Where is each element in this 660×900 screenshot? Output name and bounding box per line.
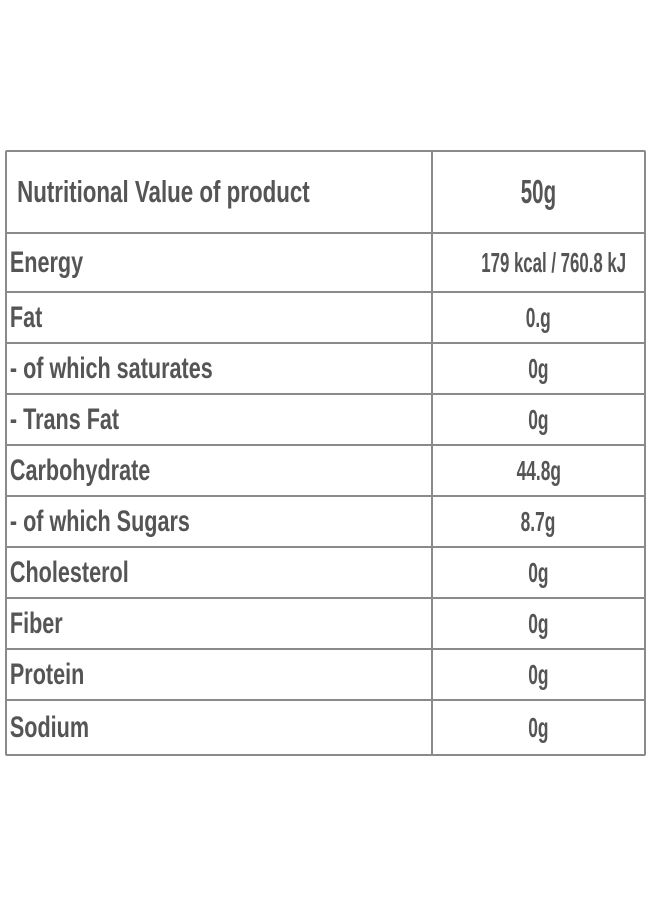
nutrient-value-cell: 0g [431, 699, 644, 754]
nutrient-label-cell: - of which Sugars [7, 495, 433, 548]
nutrient-label: - of which saturates [9, 351, 213, 385]
nutrient-label: Fiber [9, 606, 63, 640]
nutrient-value-cell: 0g [431, 648, 644, 701]
nutrient-value-cell: 179 kcal / 760.8 kJ [431, 232, 644, 293]
nutrient-label-cell: Sodium [7, 699, 433, 754]
header-value: 50g [520, 173, 557, 210]
nutrient-label-cell: Fat [7, 291, 433, 344]
nutrient-value: 0g [528, 711, 549, 743]
nutrient-value: 0g [528, 352, 549, 384]
table-row: Sodium 0g [7, 699, 644, 754]
nutrient-value: 0g [528, 556, 549, 588]
nutrient-value: 0g [528, 658, 549, 690]
nutrient-label-cell: Energy [7, 232, 433, 293]
nutrient-value-cell: 0g [431, 393, 644, 446]
nutrient-label: Carbohydrate [9, 453, 151, 487]
nutrient-label: - of which Sugars [9, 504, 190, 538]
nutrient-label-cell: Cholesterol [7, 546, 433, 599]
table-row: Carbohydrate 44.8g [7, 444, 644, 497]
nutrition-table: Nutritional Value of product 50g Energy … [5, 150, 646, 756]
nutrient-label-cell: Carbohydrate [7, 444, 433, 497]
table-row: - of which saturates 0g [7, 342, 644, 395]
nutrient-value: 44.8g [516, 454, 561, 486]
table-row: - Trans Fat 0g [7, 393, 644, 446]
table-row: Protein 0g [7, 648, 644, 701]
header-value-cell: 50g [431, 152, 644, 234]
nutrient-value: 0g [528, 403, 549, 435]
nutrient-value: 0g [528, 607, 549, 639]
nutrient-value: 8.7g [521, 505, 556, 537]
nutrient-value-cell: 0.g [431, 291, 644, 344]
nutrient-value-cell: 0g [431, 342, 644, 395]
nutrient-value-cell: 0g [431, 597, 644, 650]
nutrient-value: 179 kcal / 760.8 kJ [481, 246, 627, 278]
nutrient-label: Sodium [9, 710, 90, 744]
header-label: Nutritional Value of product [17, 174, 310, 209]
nutrient-value: 0.g [525, 301, 552, 333]
nutrient-label: Energy [9, 245, 84, 279]
table-row: Energy 179 kcal / 760.8 kJ [7, 232, 644, 293]
table-row: Cholesterol 0g [7, 546, 644, 599]
nutrient-label: Protein [9, 657, 85, 691]
nutrient-label: Cholesterol [9, 555, 129, 589]
nutrient-label: Fat [9, 300, 43, 334]
table-row: - of which Sugars 8.7g [7, 495, 644, 548]
table-row: Fat 0.g [7, 291, 644, 344]
nutrient-value-cell: 44.8g [431, 444, 644, 497]
table-header-row: Nutritional Value of product 50g [7, 152, 644, 234]
nutrient-value-cell: 8.7g [431, 495, 644, 548]
nutrient-label-cell: - of which saturates [7, 342, 433, 395]
nutrient-label-cell: Fiber [7, 597, 433, 650]
nutrition-table-grid: Nutritional Value of product 50g Energy … [7, 152, 644, 754]
nutrient-label-cell: Protein [7, 648, 433, 701]
nutrient-value-cell: 0g [431, 546, 644, 599]
table-row: Fiber 0g [7, 597, 644, 650]
nutrient-label: - Trans Fat [9, 402, 120, 436]
nutrient-label-cell: - Trans Fat [7, 393, 433, 446]
header-label-cell: Nutritional Value of product [7, 152, 433, 234]
